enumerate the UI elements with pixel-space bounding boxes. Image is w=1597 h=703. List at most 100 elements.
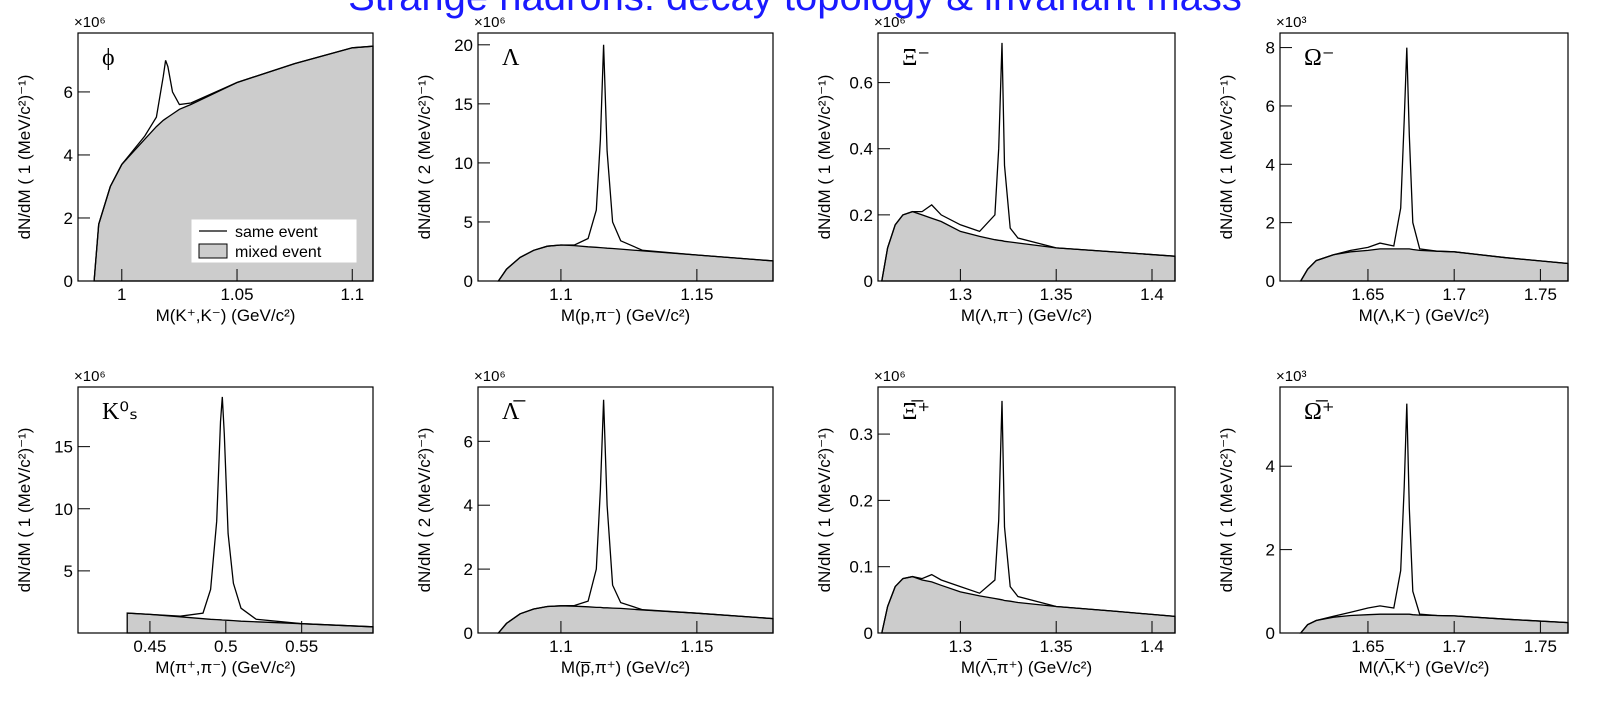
x-tick-label: 1.75	[1524, 637, 1557, 656]
y-tick-label: 6	[464, 432, 473, 451]
y-axis-label: dN/dM ( 1 (MeV/c²)⁻¹)	[15, 75, 34, 240]
x-axis-label: M(Λ,K⁻) (GeV/c²)	[1359, 306, 1490, 325]
y-tick-label: 0.3	[849, 425, 873, 444]
y-tick-label: 2	[1266, 541, 1275, 560]
mixed-area	[497, 605, 774, 634]
x-tick-label: 1.75	[1524, 285, 1557, 304]
axis-multiplier: ×10⁶	[474, 14, 506, 31]
x-tick-label: 1.3	[949, 637, 973, 656]
particle-label: Ω⁻	[1304, 45, 1335, 71]
y-tick-label: 2	[464, 560, 473, 579]
legend-box	[190, 218, 358, 264]
same-line	[127, 396, 374, 628]
x-tick-label: 1	[117, 285, 126, 304]
y-tick-label: 0	[864, 272, 873, 291]
y-tick-label: 0.4	[849, 140, 873, 159]
axis-multiplier: ×10⁶	[74, 14, 106, 31]
y-axis-label: dN/dM ( 2 (MeV/c²)⁻¹)	[415, 428, 434, 593]
legend-swatch	[198, 243, 228, 259]
y-axis-label: dN/dM ( 1 (MeV/c²)⁻¹)	[1217, 75, 1236, 240]
particle-label: Ξ̅⁺	[902, 399, 930, 425]
x-tick-label: 1.35	[1040, 637, 1073, 656]
same-line	[93, 45, 374, 282]
x-tick-label: 1.65	[1351, 637, 1384, 656]
y-tick-label: 5	[64, 562, 73, 581]
x-tick-label: 1.1	[340, 285, 364, 304]
x-axis-label: M(π⁺,π⁻) (GeV/c²)	[155, 658, 296, 677]
x-tick-label: 1.05	[220, 285, 253, 304]
particle-label: Λ̅	[502, 399, 526, 425]
x-tick-label: 0.5	[214, 637, 238, 656]
y-tick-label: 5	[464, 213, 473, 232]
x-tick-label: 0.45	[133, 637, 166, 656]
y-tick-label: 0.2	[849, 206, 873, 225]
same-line	[881, 42, 1176, 282]
mixed-area	[497, 244, 774, 282]
x-tick-label: 1.4	[1140, 285, 1164, 304]
plot-frame	[477, 386, 774, 634]
y-tick-label: 0	[1266, 624, 1275, 643]
x-tick-label: 1.4	[1140, 637, 1164, 656]
same-line	[1300, 47, 1569, 282]
mixed-area	[880, 575, 1176, 634]
particle-label: Ξ⁻	[902, 45, 930, 71]
y-tick-label: 0	[864, 624, 873, 643]
x-tick-label: 1.15	[680, 637, 713, 656]
y-tick-label: 2	[1266, 214, 1275, 233]
x-axis-label: M(p,π⁻) (GeV/c²)	[561, 306, 690, 325]
y-axis-label: dN/dM ( 1 (MeV/c²)⁻¹)	[815, 428, 834, 593]
plot-frame	[1279, 386, 1569, 634]
x-axis-label: M(Λ̅,π⁺) (GeV/c²)	[961, 658, 1092, 677]
y-tick-label: 0	[1266, 272, 1275, 291]
y-tick-label: 0.2	[849, 491, 873, 510]
particle-label: ϕ	[102, 45, 115, 71]
y-axis-label: dN/dM ( 1 (MeV/c²)⁻¹)	[1217, 428, 1236, 593]
slide-title: Strange hadrons: decay topology & invari…	[348, 0, 1242, 19]
plot-frame	[477, 32, 774, 282]
particle-label: Ω̅⁺	[1304, 399, 1335, 425]
legend-label: same event	[235, 224, 318, 241]
legend-label: mixed event	[235, 244, 322, 261]
y-tick-label: 4	[464, 496, 473, 515]
mixed-area	[1299, 248, 1569, 282]
mixed-area	[126, 612, 374, 634]
y-tick-label: 6	[64, 83, 73, 102]
x-tick-label: 1.35	[1040, 285, 1073, 304]
y-tick-label: 8	[1266, 39, 1275, 58]
x-axis-label: M(p̅,π⁺) (GeV/c²)	[561, 658, 690, 677]
y-tick-label: 4	[1266, 457, 1275, 476]
y-tick-label: 10	[454, 154, 473, 173]
x-tick-label: 1.65	[1351, 285, 1384, 304]
x-tick-label: 1.1	[549, 637, 573, 656]
y-tick-label: 0.1	[849, 558, 873, 577]
plot-frame	[1279, 32, 1569, 282]
y-axis-label: dN/dM ( 1 (MeV/c²)⁻¹)	[815, 75, 834, 240]
particle-label: K⁰ₛ	[102, 399, 138, 425]
x-tick-label: 1.3	[949, 285, 973, 304]
axis-multiplier: ×10⁶	[474, 368, 506, 385]
plot-frame	[77, 32, 374, 282]
y-tick-label: 20	[454, 36, 473, 55]
x-tick-label: 0.55	[285, 637, 318, 656]
y-tick-label: 15	[54, 438, 73, 457]
plot-frame	[877, 386, 1176, 634]
y-tick-label: 4	[64, 146, 73, 165]
axis-multiplier: ×10⁶	[874, 14, 906, 31]
axis-multiplier: ×10³	[1276, 14, 1306, 31]
same-line	[497, 399, 774, 634]
x-tick-label: 1.1	[549, 285, 573, 304]
x-axis-label: M(K⁺,K⁻) (GeV/c²)	[156, 306, 296, 325]
particle-label: Λ	[502, 45, 520, 71]
y-axis-label: dN/dM ( 2 (MeV/c²)⁻¹)	[415, 75, 434, 240]
y-tick-label: 2	[64, 209, 73, 228]
mixed-area	[881, 210, 1176, 282]
y-tick-label: 6	[1266, 97, 1275, 116]
y-tick-label: 10	[54, 500, 73, 519]
y-tick-label: 0.6	[849, 74, 873, 93]
x-tick-label: 1.7	[1442, 637, 1466, 656]
y-tick-label: 0	[464, 624, 473, 643]
y-tick-label: 0	[64, 272, 73, 291]
y-tick-label: 15	[454, 95, 473, 114]
